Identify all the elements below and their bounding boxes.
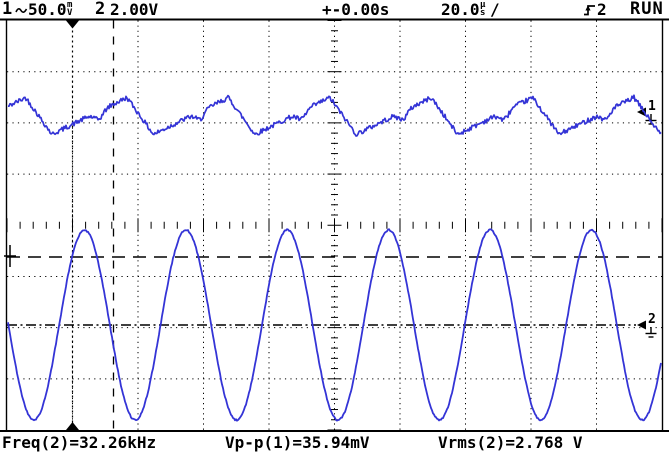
- trigger-position-bottom-marker: [66, 422, 79, 430]
- ch1-ground-marker-arrow-icon: [637, 107, 646, 117]
- measurement-vpp: Vp-p(1)=35.94mV: [225, 433, 370, 452]
- trigger-position-top-marker: [66, 20, 79, 29]
- trigger-source: 2: [597, 0, 607, 19]
- measurement-bar: Freq(2)=32.26kHz Vp-p(1)=35.94mV Vrms(2)…: [0, 433, 669, 452]
- ch2-ground-marker-arrow-icon: [637, 320, 646, 330]
- ch2-scale-value: 2.00V: [110, 0, 159, 19]
- measurement-vrms: Vrms(2)=2.768 V: [438, 433, 583, 452]
- ch2-ground-marker-label: 2: [648, 312, 656, 327]
- ch1-scale-value: 50.0: [28, 0, 67, 19]
- timebase-value: 20.0: [441, 0, 480, 19]
- ch2-number: 2: [95, 0, 106, 19]
- ch1-unit-top: m: [67, 0, 73, 10]
- ch1-number: 1: [2, 0, 13, 19]
- ch1-trace: [7, 94, 662, 137]
- delay-readout: +-0.00s: [322, 0, 390, 19]
- ch1-ground-marker-label: 1: [648, 99, 656, 114]
- timebase-suffix: /: [490, 0, 500, 19]
- timebase-unit-top: µ: [480, 0, 486, 10]
- run-status: RUN: [630, 0, 664, 19]
- rising-edge-icon: [584, 5, 595, 16]
- measurement-freq: Freq(2)=32.26kHz: [2, 433, 157, 452]
- ch1-unit-bottom: V: [67, 7, 73, 18]
- ch2-trace: [7, 228, 662, 422]
- timebase-unit-bottom: s: [480, 7, 486, 18]
- ac-coupling-icon: [15, 8, 28, 13]
